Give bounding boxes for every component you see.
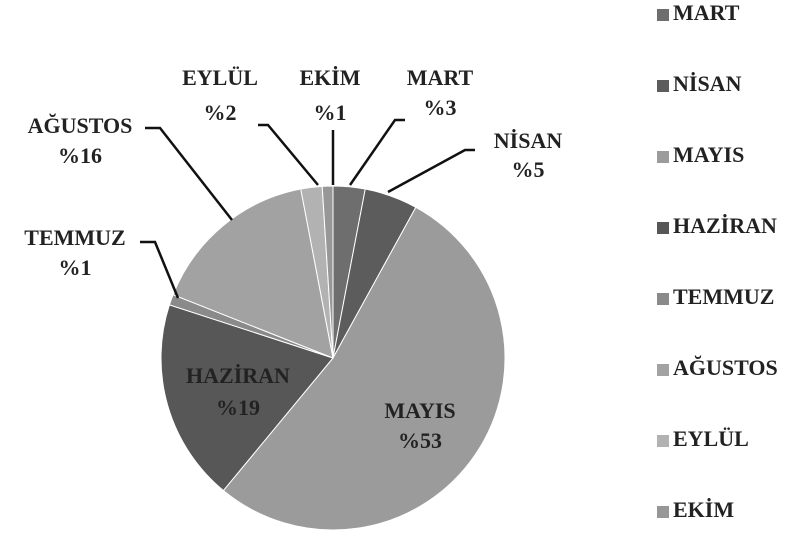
slice-value-label: %2 — [204, 100, 237, 125]
leader-line — [145, 126, 233, 221]
pie-slice — [160, 304, 334, 492]
slice-label: MART — [407, 65, 474, 90]
legend-label: NİSAN — [673, 71, 742, 96]
slice-value-label: %53 — [398, 428, 442, 453]
legend-label: AĞUSTOS — [673, 355, 778, 380]
slice-value-label: %3 — [424, 95, 457, 120]
slice-label: EYLÜL — [182, 65, 258, 90]
leader-line — [258, 123, 319, 186]
slice-label: MAYIS — [384, 398, 455, 423]
legend-swatch — [657, 506, 669, 518]
slice-label: HAZİRAN — [186, 363, 290, 388]
slice-label: EKİM — [299, 65, 360, 90]
legend-label: MART — [673, 0, 740, 25]
legend-label: TEMMUZ — [673, 284, 774, 309]
slice-value-label: %1 — [59, 255, 92, 280]
legend-swatch — [657, 151, 669, 163]
pie-slice — [321, 185, 334, 359]
slice-value-label: %16 — [58, 143, 102, 168]
leader-line — [348, 118, 405, 186]
slice-value-label: %19 — [216, 395, 260, 420]
legend-swatch — [657, 9, 669, 21]
slice-label: NİSAN — [494, 128, 563, 153]
legend-swatch — [657, 222, 669, 234]
legend-label: MAYIS — [673, 142, 744, 167]
slice-label: TEMMUZ — [24, 225, 125, 250]
legend-swatch — [657, 293, 669, 305]
legend-label: HAZİRAN — [673, 213, 777, 238]
leader-line — [140, 240, 180, 299]
slice-value-label: %1 — [314, 100, 347, 125]
pie-slice — [222, 206, 506, 531]
legend-label: EYLÜL — [673, 426, 749, 451]
legend-swatch — [657, 80, 669, 92]
pie-slice — [172, 188, 334, 359]
slice-value-label: %5 — [512, 157, 545, 182]
legend-label: EKİM — [673, 497, 734, 522]
slice-label: AĞUSTOS — [28, 113, 133, 138]
leader-line — [387, 148, 475, 194]
legend-swatch — [657, 364, 669, 376]
legend-swatch — [657, 435, 669, 447]
